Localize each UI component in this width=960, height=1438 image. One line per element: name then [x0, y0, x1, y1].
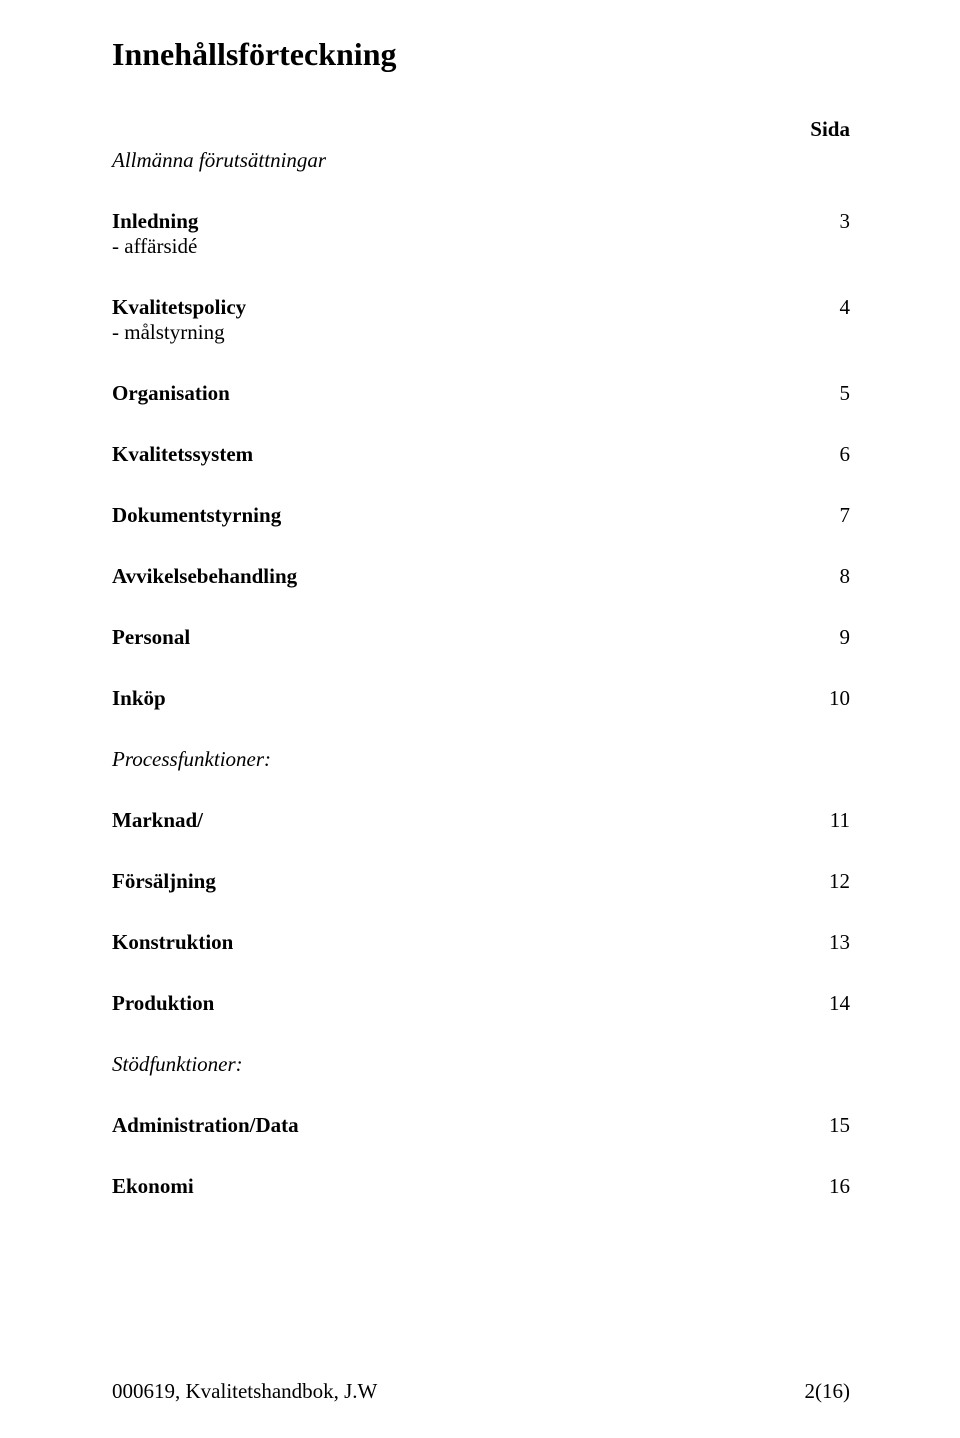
toc-label: Inledning — [112, 209, 198, 234]
toc-label: Produktion — [112, 991, 214, 1016]
toc-label: Organisation — [112, 381, 230, 406]
toc-label: Konstruktion — [112, 930, 233, 955]
toc-label: Kvalitetspolicy — [112, 295, 246, 320]
toc-row-produktion: Produktion 14 — [112, 991, 850, 1016]
toc-page: 13 — [810, 930, 850, 955]
toc-sub-kvalitetspolicy: - målstyrning — [112, 320, 850, 345]
toc-page: 11 — [810, 808, 850, 833]
toc-row-marknad: Marknad/ 11 — [112, 808, 850, 833]
footer-left: 000619, Kvalitetshandbok, J.W — [112, 1379, 377, 1404]
toc-row-konstruktion: Konstruktion 13 — [112, 930, 850, 955]
page-column-header: Sida — [810, 117, 850, 142]
toc-label: Personal — [112, 625, 190, 650]
toc-page: 3 — [810, 209, 850, 234]
page-title: Innehållsförteckning — [112, 36, 850, 73]
toc-row-kvalitetspolicy: Kvalitetspolicy 4 — [112, 295, 850, 320]
toc-row-organisation: Organisation 5 — [112, 381, 850, 406]
toc-page: 4 — [810, 295, 850, 320]
toc-label: Ekonomi — [112, 1174, 194, 1199]
toc-label: Dokumentstyrning — [112, 503, 281, 528]
toc-row-ekonomi: Ekonomi 16 — [112, 1174, 850, 1199]
toc-row-inledning: Inledning 3 — [112, 209, 850, 234]
toc-label: Marknad/ — [112, 808, 203, 833]
toc-row-avvikelsebehandling: Avvikelsebehandling 8 — [112, 564, 850, 589]
page-footer: 000619, Kvalitetshandbok, J.W 2(16) — [112, 1379, 850, 1404]
toc-page: 8 — [810, 564, 850, 589]
toc-page: 14 — [810, 991, 850, 1016]
section-heading-support: Stödfunktioner: — [112, 1052, 850, 1077]
toc-row-personal: Personal 9 — [112, 625, 850, 650]
footer-right: 2(16) — [805, 1379, 851, 1404]
toc-row-administration: Administration/Data 15 — [112, 1113, 850, 1138]
toc-label: Inköp — [112, 686, 166, 711]
toc-row-dokumentstyrning: Dokumentstyrning 7 — [112, 503, 850, 528]
toc-page: 5 — [810, 381, 850, 406]
toc-label: Kvalitetssystem — [112, 442, 253, 467]
toc-row-inkop: Inköp 10 — [112, 686, 850, 711]
toc-page: 12 — [810, 869, 850, 894]
toc-row-forsaljning: Försäljning 12 — [112, 869, 850, 894]
toc-page: 10 — [810, 686, 850, 711]
section-heading-general: Allmänna förutsättningar — [112, 148, 850, 173]
toc-sub-inledning: - affärsidé — [112, 234, 850, 259]
toc-page: 16 — [810, 1174, 850, 1199]
toc-label: Avvikelsebehandling — [112, 564, 297, 589]
toc-page: 15 — [810, 1113, 850, 1138]
toc-label: Administration/Data — [112, 1113, 299, 1138]
toc-row-kvalitetssystem: Kvalitetssystem 6 — [112, 442, 850, 467]
page-column-header-row: Sida — [112, 117, 850, 142]
toc-page: 7 — [810, 503, 850, 528]
toc-label: Försäljning — [112, 869, 216, 894]
section-heading-process: Processfunktioner: — [112, 747, 850, 772]
toc-page: 6 — [810, 442, 850, 467]
toc-page: 9 — [810, 625, 850, 650]
